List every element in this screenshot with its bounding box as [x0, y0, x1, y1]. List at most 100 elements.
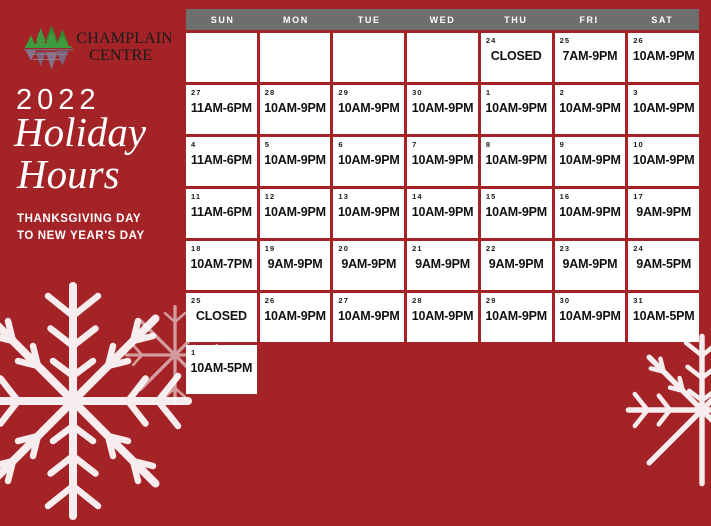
calendar-week-row: 4 11AM-6PM 5 10AM-9PM 6 10AM-9PM 7 10AM-9PM 8 10A… — [186, 137, 699, 186]
day-hours: 10AM-9PM — [632, 49, 695, 63]
day-number: 29 — [338, 88, 349, 97]
calendar-day-cell-empty — [407, 345, 478, 394]
day-number: 16 — [559, 192, 571, 201]
calendar-day-cell-empty — [628, 345, 699, 394]
calendar-day-cell-1[interactable]: 1 10AM-9PM — [480, 85, 552, 134]
calendar-day-cell-15[interactable]: 15 10AM-9PM — [480, 189, 552, 238]
calendar-day-cell-9[interactable]: 9 10AM-9PM — [554, 137, 626, 186]
day-number: 25 — [191, 296, 202, 305]
day-number: 3 — [633, 88, 639, 97]
champlain-centre-logo: CHAMPLAIN CENTRE — [23, 25, 171, 70]
calendar-day-cell-25[interactable]: 25 CLOSED — [186, 293, 257, 342]
day-hours: 11AM-6PM — [190, 153, 252, 167]
calendar-day-cell-empty[interactable] — [186, 33, 257, 82]
calendar-day-cell-empty[interactable] — [407, 33, 478, 82]
calendar-day-cell-30[interactable]: 30 10AM-9PM — [554, 293, 626, 342]
calendar-day-cell-17[interactable]: 17 9AM-9PM — [628, 189, 699, 238]
day-hours: 10AM-9PM — [337, 309, 400, 323]
calendar-day-cell-6[interactable]: 6 10AM-9PM — [333, 137, 405, 186]
calendar-day-cell-24[interactable]: 24 9AM-5PM — [628, 241, 699, 290]
calendar-day-cell-22[interactable]: 22 9AM-9PM — [480, 241, 552, 290]
calendar-day-cell-26[interactable]: 26 10AM-9PM — [259, 293, 331, 342]
day-hours-closed: CLOSED — [195, 309, 247, 323]
calendar-day-cell-18[interactable]: 18 10AM-7PM — [186, 241, 257, 290]
calendar-day-cell-28[interactable]: 28 10AM-9PM — [259, 85, 331, 134]
day-number: 26 — [633, 36, 644, 45]
day-hours: 10AM-9PM — [485, 205, 547, 219]
calendar-day-cell-27[interactable]: 27 10AM-9PM — [333, 293, 405, 342]
subtitle-line-1: THANKSGIVING DAY — [17, 213, 142, 225]
calendar-day-cell-25[interactable]: 25 7AM-9PM — [554, 33, 626, 82]
day-number: 15 — [485, 192, 497, 201]
calendar-day-cell-2[interactable]: 2 10AM-9PM — [554, 85, 626, 134]
day-hours: 10AM-7PM — [190, 257, 253, 271]
day-hours: 9AM-9PM — [636, 205, 692, 219]
day-number: 1 — [191, 348, 197, 357]
calendar-day-cell-28[interactable]: 28 10AM-9PM — [407, 293, 478, 342]
day-hours: 10AM-9PM — [264, 101, 326, 115]
calendar-day-cell-14[interactable]: 14 10AM-9PM — [407, 189, 478, 238]
branding-panel: CHAMPLAIN CENTRE 2022 Holiday Hours THAN… — [0, 0, 181, 400]
calendar-day-cell-29[interactable]: 29 10AM-9PM — [480, 293, 552, 342]
calendar-day-cell-empty[interactable] — [333, 33, 405, 82]
day-number: 19 — [264, 244, 276, 253]
day-hours: 10AM-9PM — [264, 153, 326, 167]
calendar-day-cell-19[interactable]: 19 9AM-9PM — [259, 241, 331, 290]
day-hours: 9AM-9PM — [562, 257, 618, 271]
holiday-hours-calendar: SUN MON TUE WED THU FRI SAT 24 CLOSED 25 7AM-9PM 2… — [186, 9, 699, 397]
day-number: 9 — [559, 140, 565, 149]
calendar-day-cell-21[interactable]: 21 9AM-9PM — [407, 241, 478, 290]
calendar-day-cell-13[interactable]: 13 10AM-9PM — [333, 189, 405, 238]
calendar-day-cell-30[interactable]: 30 10AM-9PM — [407, 85, 478, 134]
calendar-week-row: 1 10AM-5PM — [186, 345, 699, 394]
calendar-day-cell-16[interactable]: 16 10AM-9PM — [554, 189, 626, 238]
calendar-day-cell-31[interactable]: 31 10AM-5PM — [628, 293, 699, 342]
calendar-day-cell-1[interactable]: 1 10AM-5PM — [186, 345, 257, 394]
day-number: 8 — [485, 140, 492, 149]
calendar-day-cell-29[interactable]: 29 10AM-9PM — [333, 85, 405, 134]
day-hours: 10AM-9PM — [411, 309, 474, 323]
day-hours-closed: CLOSED — [490, 49, 542, 63]
day-number: 14 — [412, 192, 423, 201]
day-number: 28 — [264, 88, 276, 97]
calendar-day-cell-5[interactable]: 5 10AM-9PM — [259, 137, 331, 186]
calendar-day-cell-11[interactable]: 11 11AM-6PM — [186, 189, 257, 238]
calendar-day-header-thu: THU — [504, 14, 528, 25]
calendar-week-row: 24 CLOSED 25 7AM-9PM 26 10AM-9PM — [186, 33, 699, 82]
day-hours: 9AM-9PM — [415, 257, 470, 271]
day-number: 18 — [191, 244, 202, 253]
headline-year: 2022 — [16, 84, 101, 116]
calendar-day-header-tue: TUE — [357, 14, 381, 25]
calendar-day-cell-3[interactable]: 3 10AM-9PM — [628, 85, 699, 134]
calendar-day-cell-26[interactable]: 26 10AM-9PM — [628, 33, 699, 82]
day-number: 24 — [485, 36, 497, 45]
calendar-day-cell-20[interactable]: 20 9AM-9PM — [333, 241, 405, 290]
day-number: 21 — [412, 244, 423, 253]
day-number: 17 — [633, 192, 644, 201]
calendar-day-cell-7[interactable]: 7 10AM-9PM — [407, 137, 478, 186]
headline-title-line2: Hours — [17, 151, 120, 197]
day-hours: 10AM-9PM — [411, 205, 474, 219]
day-number: 5 — [264, 140, 270, 149]
calendar-day-cell-empty — [333, 345, 404, 394]
calendar-day-cell-24[interactable]: 24 CLOSED — [480, 33, 552, 82]
day-hours: 10AM-9PM — [485, 153, 547, 167]
calendar-day-header-fri: FRI — [579, 14, 599, 25]
calendar-day-cell-4[interactable]: 4 11AM-6PM — [186, 137, 257, 186]
calendar-day-cell-empty[interactable] — [259, 33, 331, 82]
day-number: 7 — [412, 140, 418, 149]
calendar-day-cell-8[interactable]: 8 10AM-9PM — [480, 137, 552, 186]
day-number: 24 — [633, 244, 644, 253]
calendar-day-cell-27[interactable]: 27 11AM-6PM — [186, 85, 257, 134]
day-hours: 10AM-9PM — [632, 101, 695, 115]
calendar-day-cell-23[interactable]: 23 9AM-9PM — [554, 241, 626, 290]
headline-title-line1: Holiday — [14, 109, 147, 155]
day-number: 2 — [559, 88, 565, 97]
day-hours: 10AM-9PM — [559, 101, 621, 115]
calendar-day-cell-10[interactable]: 10 10AM-9PM — [628, 137, 699, 186]
calendar-week-row: 25 CLOSED 26 10AM-9PM 27 10AM-9PM 28 10AM-9PM 29… — [186, 293, 699, 342]
day-number: 13 — [338, 192, 349, 201]
day-hours: 9AM-5PM — [636, 257, 692, 271]
calendar-day-header-row: SUN MON TUE WED THU FRI SAT — [186, 9, 699, 30]
calendar-day-cell-12[interactable]: 12 10AM-9PM — [259, 189, 331, 238]
